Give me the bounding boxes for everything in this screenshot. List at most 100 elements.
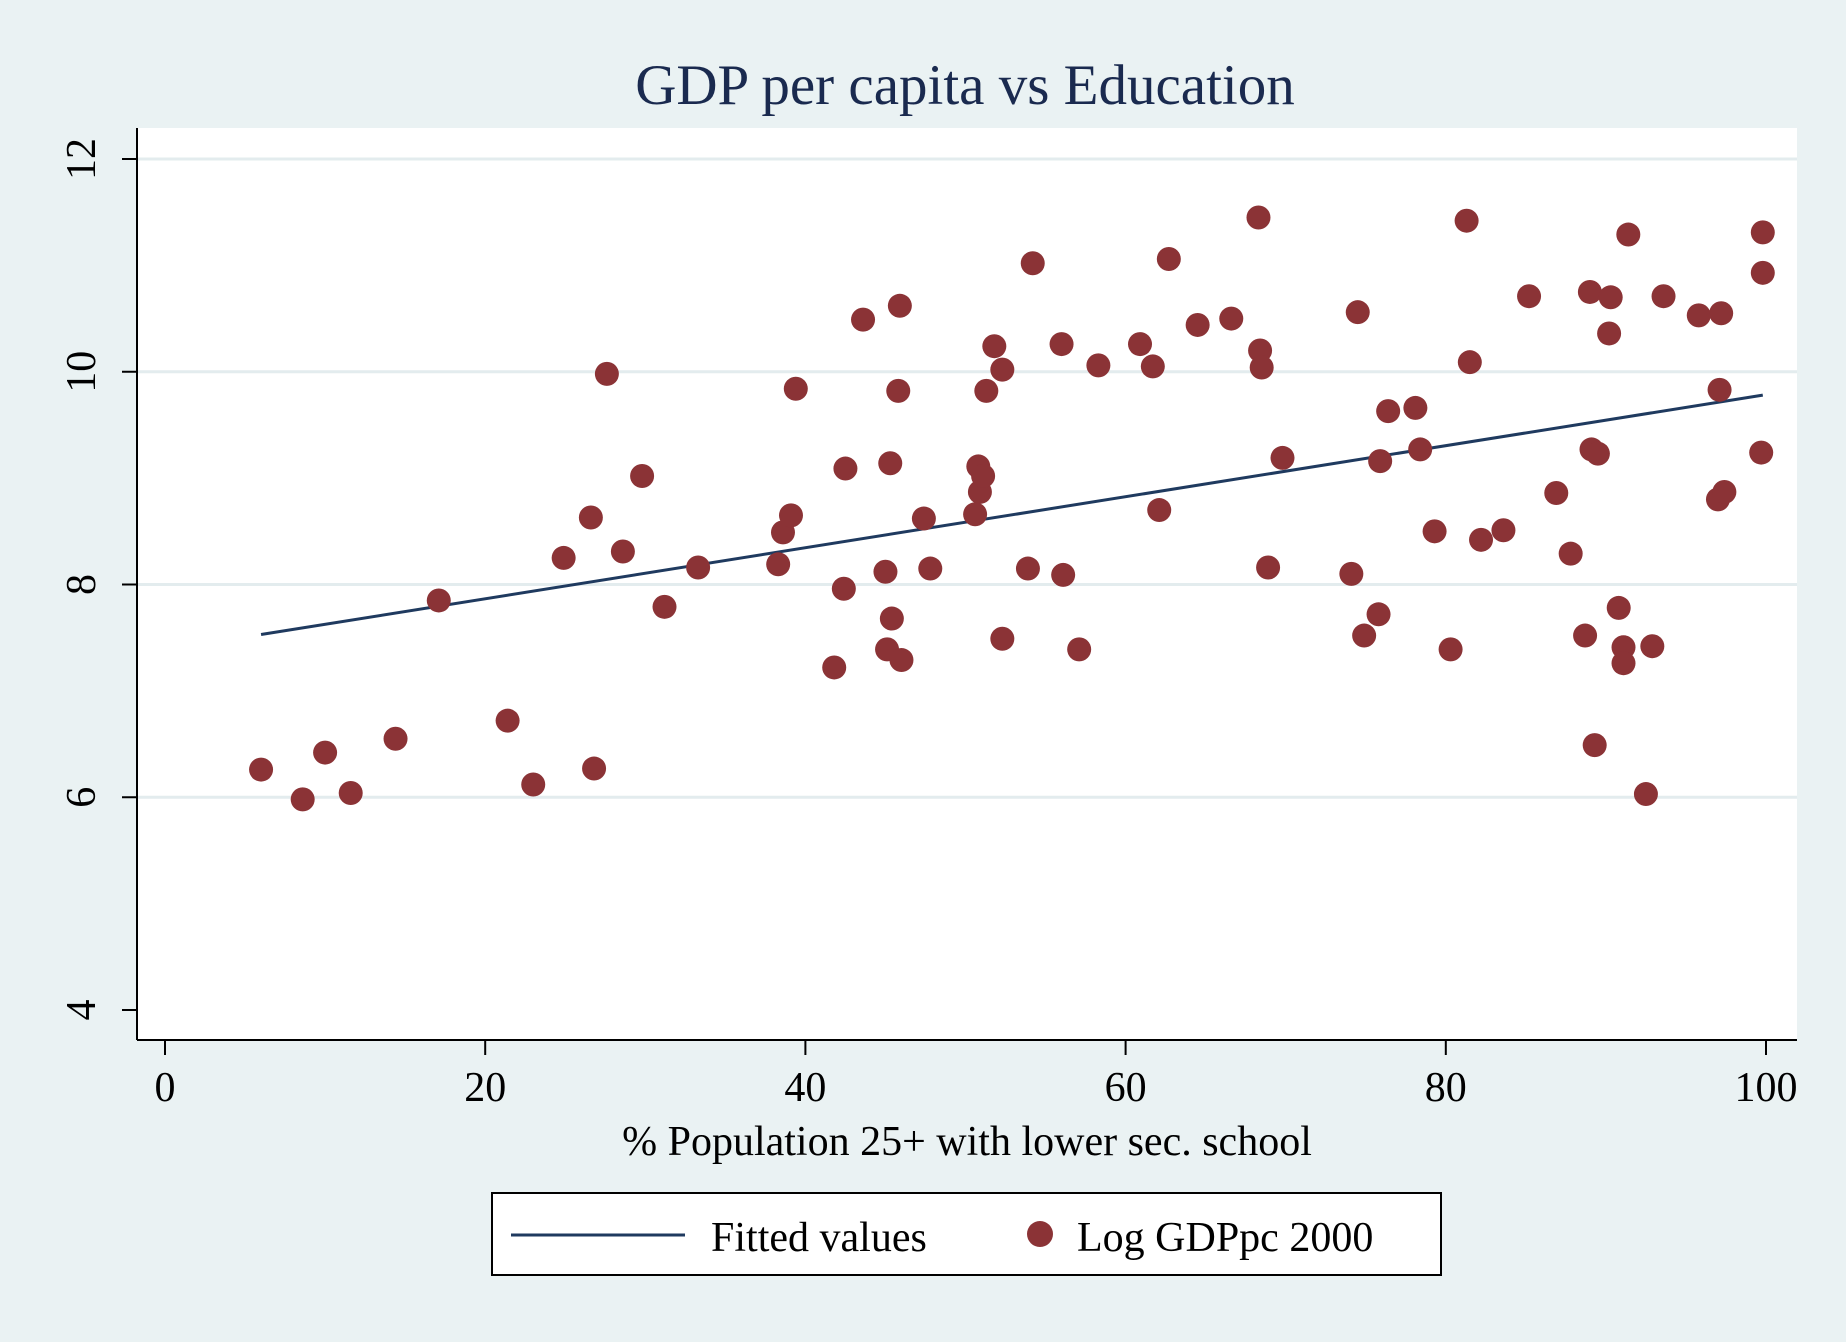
data-point	[1651, 284, 1676, 309]
data-point	[1219, 306, 1244, 331]
data-point	[1750, 260, 1775, 285]
data-point	[495, 708, 520, 733]
data-point	[1712, 479, 1737, 504]
data-point	[652, 594, 677, 619]
data-point	[1147, 498, 1172, 523]
data-point	[578, 505, 603, 530]
data-point	[831, 576, 856, 601]
data-point	[1246, 205, 1271, 230]
data-point	[1597, 321, 1622, 346]
data-point	[521, 772, 546, 797]
x-tick-label-80: 80	[1425, 1065, 1467, 1111]
data-point	[1750, 220, 1775, 245]
data-point	[551, 545, 576, 570]
data-point	[1573, 623, 1598, 648]
data-point	[911, 506, 936, 531]
data-point	[982, 334, 1007, 359]
data-point	[963, 502, 988, 527]
data-point	[783, 376, 808, 401]
data-point	[1686, 303, 1711, 328]
data-point	[1438, 637, 1463, 662]
data-point	[1598, 285, 1623, 310]
data-point	[990, 357, 1015, 382]
data-point	[1049, 332, 1074, 357]
data-point	[313, 740, 338, 765]
x-tick-label-100: 100	[1735, 1065, 1798, 1111]
data-point	[582, 756, 607, 781]
data-point	[426, 588, 451, 613]
data-point	[1067, 637, 1092, 662]
data-point	[1128, 332, 1153, 357]
data-point	[1422, 519, 1447, 544]
data-point	[1368, 449, 1393, 474]
data-point	[1270, 445, 1295, 470]
legend-label-fitted: Fitted values	[711, 1215, 927, 1261]
data-point	[918, 556, 943, 581]
grid-lines	[137, 157, 1797, 799]
data-point	[879, 606, 904, 631]
data-point	[594, 361, 619, 386]
data-point	[1606, 595, 1631, 620]
data-point	[1020, 251, 1045, 276]
data-point	[1249, 355, 1274, 380]
data-point	[886, 378, 911, 403]
data-point	[1611, 651, 1636, 676]
data-point	[1633, 782, 1658, 807]
data-point	[1376, 399, 1401, 424]
data-point	[1454, 208, 1479, 233]
legend-label-points: Log GDPpc 2000	[1077, 1215, 1373, 1261]
data-point	[990, 626, 1015, 651]
y-tick-label-4: 4	[59, 1000, 105, 1021]
data-point	[383, 726, 408, 751]
fitted-line-layer	[260, 393, 1764, 636]
fitted-values-line	[260, 393, 1764, 636]
data-point	[686, 555, 711, 580]
data-point	[1544, 481, 1569, 506]
data-point	[822, 655, 847, 680]
data-point	[630, 463, 655, 488]
y-tick-label-10: 10	[59, 351, 105, 393]
data-points	[249, 205, 1775, 812]
data-point	[1403, 395, 1428, 420]
data-point	[1408, 437, 1433, 462]
data-point	[1616, 222, 1641, 247]
legend: Fitted values Log GDPpc 2000	[491, 1192, 1442, 1276]
x-axis: 0 20 40 60 80 100	[137, 1039, 1798, 1111]
data-point	[887, 293, 912, 318]
y-tick-label-6: 6	[59, 787, 105, 808]
data-point	[1015, 556, 1040, 581]
data-point	[338, 780, 363, 805]
data-point	[1582, 733, 1607, 758]
data-point	[1345, 300, 1370, 325]
data-point	[1585, 441, 1610, 466]
data-point	[971, 463, 996, 488]
data-point	[889, 648, 914, 673]
y-tick-label-8: 8	[59, 574, 105, 595]
data-point	[833, 456, 858, 481]
data-point	[1558, 541, 1583, 566]
data-point	[1352, 623, 1377, 648]
data-point	[778, 503, 803, 528]
x-axis-title: % Population 25+ with lower sec. school	[622, 1119, 1312, 1165]
x-tick-label-40: 40	[784, 1065, 826, 1111]
data-point	[766, 552, 791, 577]
data-point	[1086, 353, 1111, 378]
data-point	[1339, 561, 1364, 586]
y-tick-label-12: 12	[59, 138, 105, 180]
data-point	[974, 378, 999, 403]
x-tick-label-20: 20	[464, 1065, 506, 1111]
data-point	[290, 787, 315, 812]
data-point	[1709, 301, 1734, 326]
data-point	[1457, 350, 1482, 375]
data-point	[873, 559, 898, 584]
y-axis: 4 6 8 10 12	[59, 128, 138, 1040]
data-point	[878, 451, 903, 476]
data-point	[1640, 634, 1665, 659]
data-point	[610, 539, 635, 564]
data-point	[1491, 518, 1516, 543]
data-point	[1707, 377, 1732, 402]
x-tick-label-60: 60	[1105, 1065, 1147, 1111]
data-point	[1156, 246, 1181, 271]
data-point	[1185, 312, 1210, 337]
